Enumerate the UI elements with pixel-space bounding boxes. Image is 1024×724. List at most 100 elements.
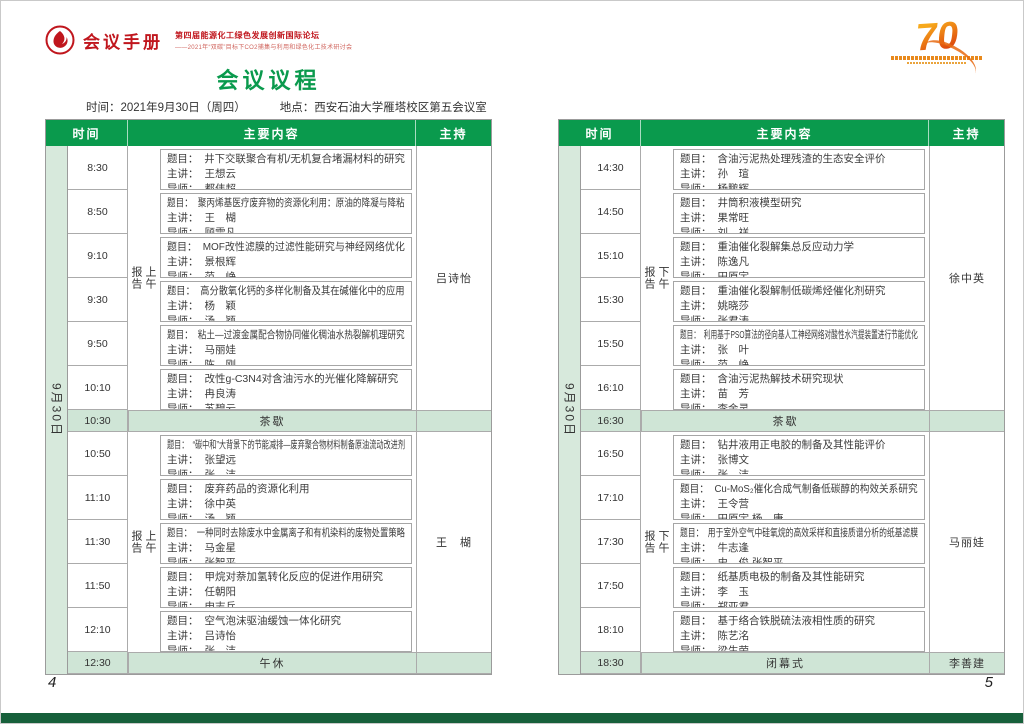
talk-cell: 题目： 含油污泥热处理残渣的生态安全评价 主讲：孙 瑄导师： 杨鹏辉 [671,146,929,190]
time-cell: 9:10 [68,234,128,278]
bottom-green-bar [1,713,1023,723]
forum-emblem-icon [45,25,75,55]
forum-title-block: 第四届能源化工绿色发展创新国际论坛 ——2021年“双碳”目标下CO2捕集与利用… [175,30,352,51]
session-label-text: 上午 报告 [130,530,156,554]
talk-cell: 题目： 含油污泥热解技术研究现状 主讲：苗 芳导师： 李金灵 [671,366,929,410]
forum-title: 第四届能源化工绿色发展创新国际论坛 [175,30,320,40]
handbook-title: 会议手册 [83,32,163,52]
time-cell: 16:10 [581,366,641,410]
talk-speaker: 主讲： 王令营 [680,498,749,510]
talk-advisor: 导师：范 峥 [167,271,236,278]
talk-cell: 题目： 井筒积液模型研究 主讲： 果常旺 导师：刘 祥 [671,190,929,234]
forum-subtitle: ——2021年“双碳”目标下CO2捕集与利用和绿色化工技术研讨会 [175,44,353,51]
talk-advisor: 导师：张 洁 [167,469,236,476]
talk-topic: 题目： 钻井液用正电胶的制备及其性能评价 [680,439,886,451]
time-cell: 15:30 [581,278,641,322]
break-label: 茶歇 [128,410,416,432]
talk-item: 题目： 一种同时去除废水中金属离子和有机染料的废物处置策略 主讲： 马金星 导师： 张智平 [160,523,412,564]
time-cell: 14:50 [581,190,641,234]
talk-topic: 题目： 空气泡沫驱油缓蚀一体化研究 [167,615,341,627]
col-header-time: 时间 [46,120,128,146]
host-cell: 徐中英 [929,146,1004,410]
talk-cell: 题目： MOF改性滤膜的过滤性能研究与神经网络优化 主讲： 景根辉 导师：范 峥 [158,234,416,278]
talk-cell: 题目： 粘土—过渡金属配合物协同催化稠油水热裂解机理研究 主讲： 马丽娃 导师：陈 刚 [158,322,416,366]
session-label: 上午 报告 [128,432,158,652]
talk-topic: 题目： 高分散氧化钙的多样化制备及其在碱催化中的应用 [167,285,405,297]
talk-speaker: 主讲： 陈逸凡 [680,256,749,268]
time-cell: 15:10 [581,234,641,278]
talk-item: 题目： 粘土—过渡金属配合物协同催化稠油水热裂解机理研究 主讲： 马丽娃 导师：陈 刚 [160,325,412,366]
col-header-time: 时间 [559,120,641,146]
talk-topic: 题目： 井下交联聚合有机/无机复合堵漏材料的研究 [167,153,405,165]
meeting-place: 地点：西安石油大学雁塔校区第五会议室 [279,102,487,114]
time-cell: 17:50 [581,564,641,608]
talk-topic: 题目： 纸基质电极的制备及其性能研究 [680,571,865,583]
talk-speaker: 主讲： 姚晓莎 [680,300,749,312]
talk-advisor: 导师： 张智平 [167,557,236,564]
host-cell: 马丽娃 [929,432,1004,652]
talk-item: 题目： 基于络合铁脱硫法液相性质的研究 主讲： 陈艺洺 导师： 梁生荣 [673,611,925,652]
time-cell: 14:30 [581,146,641,190]
talk-speaker: 主讲：苗 芳 [680,388,749,400]
talk-advisor: 导师： 田原宇 [680,271,749,278]
talk-advisor: 导师： 苏碧云 [167,403,236,410]
col-header-content: 主要内容 [128,120,416,146]
talk-advisor: 导师：史 俊 张智平 [680,557,784,564]
talk-speaker: 主讲： 牛志逢 [680,542,749,554]
talk-item: 题目： 空气泡沫驱油缓蚀一体化研究 主讲： 吕诗怡导师：张 洁 [160,611,412,652]
break-time-cell: 12:30 [68,652,128,674]
page-number-right: 5 [984,674,993,691]
agenda-table-page4: 时间 主要内容 主持 9月30日 上午 报告 吕诗怡 8:30 题目： 井下交联聚合有机/无机复合… [45,119,492,675]
talk-advisor: 导师：张 洁 [167,645,236,652]
talk-speaker: 主讲：张 叶 [680,344,749,356]
talk-advisor: 导师： 杨鹏辉 [680,183,749,190]
talk-advisor: 导师： 申志兵 [167,601,236,608]
break-time-cell: 10:30 [68,410,128,432]
talk-cell: 题目： 用于室外空气中硅氧烷的高效采样和直接质谱分析的纸基滤膜 主讲： 牛志逢 导师：史… [671,520,929,564]
time-cell: 17:10 [581,476,641,520]
time-cell: 9:30 [68,278,128,322]
talk-advisor: 导师：范 峥 [680,359,749,366]
talk-cell: 题目： 高分散氧化钙的多样化制备及其在碱催化中的应用 主讲：杨 颖导师：汤 颖 [158,278,416,322]
talk-speaker: 主讲： 陈艺洺 [680,630,749,642]
talk-item: 题目： 利用基于PSO算法的径向基人工神经网络对酸性水汽提装置进行节能优化 主讲：张… [673,325,925,366]
talk-cell: 题目： “碳中和”大背景下的节能减排—废弃聚合物材料制备原油流动改进剂 主讲： 张望远… [158,432,416,476]
talk-cell: 题目： 一种同时去除废水中金属离子和有机染料的废物处置策略 主讲： 马金星 导师： 张智平 [158,520,416,564]
talk-cell: 题目： 废弃药品的资源化利用 主讲： 徐中英 导师：汤 颖 [158,476,416,520]
time-cell: 9:50 [68,322,128,366]
talk-speaker: 主讲： 张望远 [167,454,236,466]
talk-item: 题目： 井筒积液模型研究 主讲： 果常旺 导师：刘 祥 [673,193,925,234]
time-cell: 11:10 [68,476,128,520]
talk-advisor: 导师：汤 颖 [167,513,236,520]
talk-cell: 题目： 甲烷对萘加氢转化反应的促进作用研究 主讲： 任朝阳 导师： 申志兵 [158,564,416,608]
talk-speaker: 主讲： 果常旺 [680,212,749,224]
talk-item: 题目： 重油催化裂解制低碳烯烃催化剂研究 主讲： 姚晓莎 导师： 张君涛 [673,281,925,322]
talk-cell: 题目： 空气泡沫驱油缓蚀一体化研究 主讲： 吕诗怡导师：张 洁 [158,608,416,652]
talk-speaker: 主讲： 冉良涛 [167,388,236,400]
session-label: 下午 报告 [641,146,671,410]
talk-topic: 题目： 废弃药品的资源化利用 [167,483,310,495]
talk-item: 题目： 重油催化裂解集总反应动力学 主讲： 陈逸凡 导师： 田原宇 [673,237,925,278]
talk-advisor: 导师： 张君涛 [680,315,749,322]
talk-item: 题目： 废弃药品的资源化利用 主讲： 徐中英 导师：汤 颖 [160,479,412,520]
talk-speaker: 主讲： 吕诗怡 [167,630,236,642]
talk-item: 题目： 甲烷对萘加氢转化反应的促进作用研究 主讲： 任朝阳 导师： 申志兵 [160,567,412,608]
talk-topic: 题目： 井筒积液模型研究 [680,197,802,209]
talk-speaker: 主讲：王 楜 [167,212,236,224]
talk-topic: 题目： 粘土—过渡金属配合物协同催化稠油水热裂解机理研究 [167,329,405,341]
break-host-cell [416,410,491,432]
time-cell: 10:50 [68,432,128,476]
talk-item: 题目： 井下交联聚合有机/无机复合堵漏材料的研究 主讲： 王想云 导师： 都伟超 [160,149,412,190]
talk-advisor: 导师：陈 刚 [167,359,236,366]
time-cell: 15:50 [581,322,641,366]
break-label: 闭幕式 [641,652,929,674]
anniversary-caption-strip2 [907,62,967,64]
col-header-host: 主持 [416,120,491,146]
talk-item: 题目： Cu-MoS₂催化合成气制备低碳醇的构效关系研究 主讲： 王令营 导师： 田原宇 … [673,479,925,520]
talk-topic: 题目： MOF改性滤膜的过滤性能研究与神经网络优化 [167,241,405,253]
talk-item: 题目： 聚丙烯基医疗废弃物的资源化利用：原油的降凝与降粘 主讲：王 楜导师： 顾雪凡 [160,193,412,234]
session-label-text: 下午 报告 [643,266,669,290]
talk-item: 题目： 纸基质电极的制备及其性能研究 主讲：李 玉导师： 郑亚君 [673,567,925,608]
talk-topic: 题目： 基于络合铁脱硫法液相性质的研究 [680,615,875,627]
